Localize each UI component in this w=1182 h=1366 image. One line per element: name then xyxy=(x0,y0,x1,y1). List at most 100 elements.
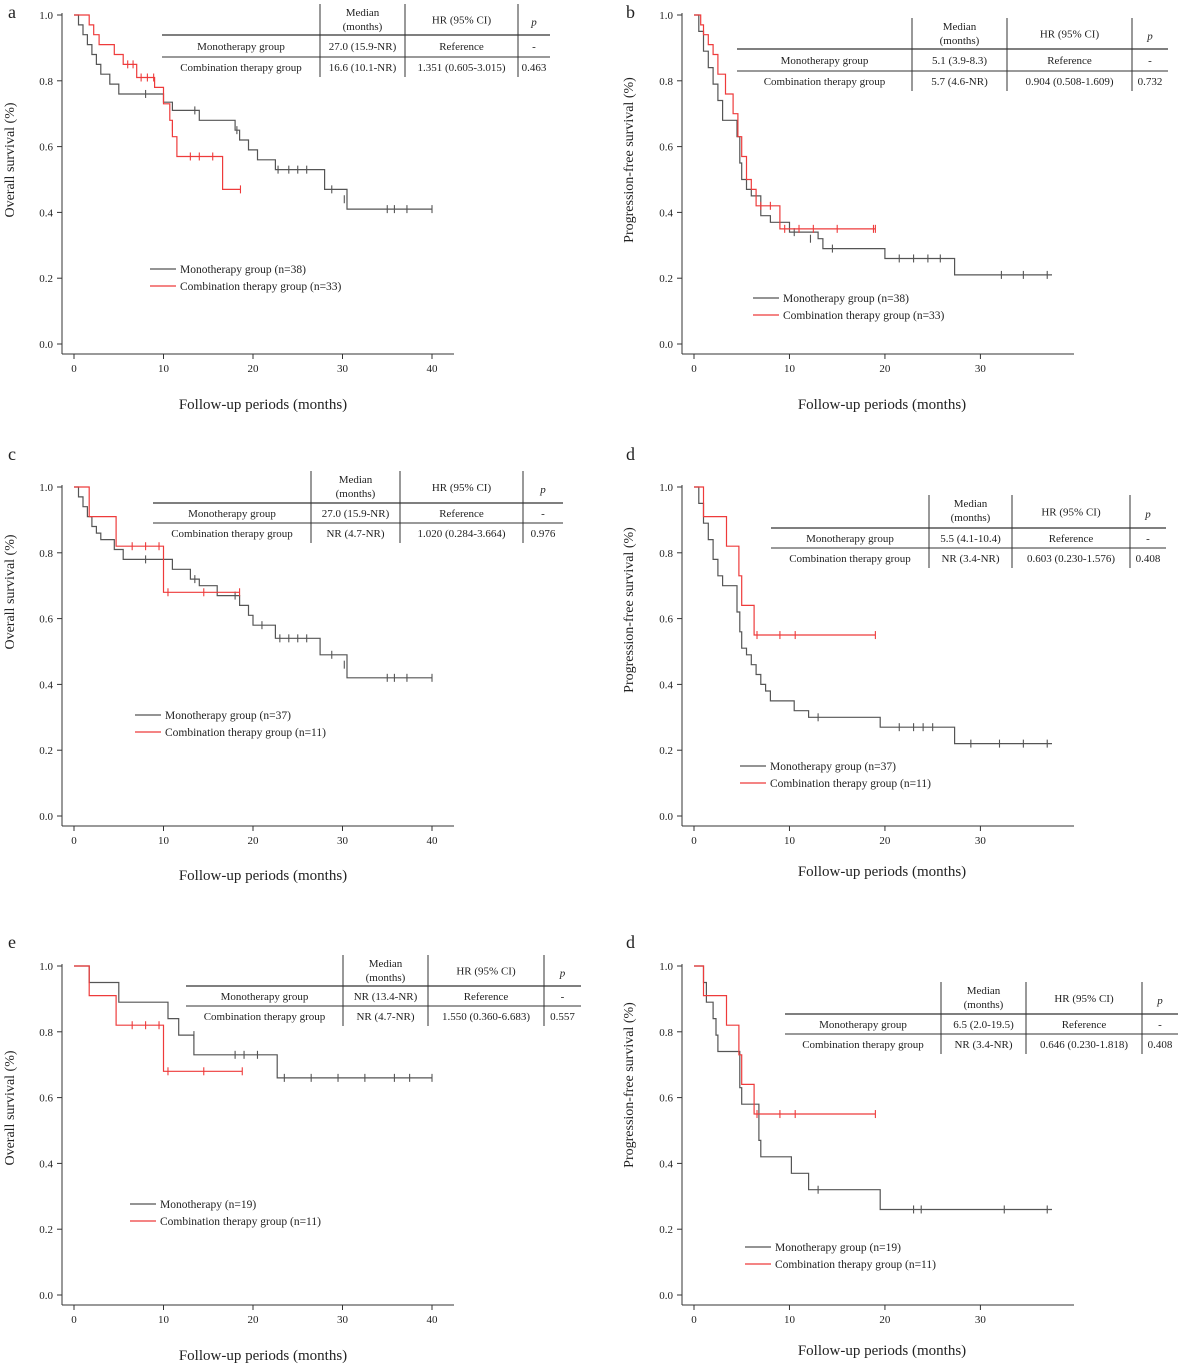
x-tick-label: 0 xyxy=(691,835,697,847)
table-cell: 0.463 xyxy=(522,62,547,74)
x-tick-label: 10 xyxy=(158,835,170,847)
panel-label: a xyxy=(8,2,16,22)
legend-label: Monotherapy group (n=37) xyxy=(770,761,896,773)
legend-label: Combination therapy group (n=11) xyxy=(775,1259,936,1271)
x-tick-label: 40 xyxy=(427,1314,439,1326)
y-tick-label: 0.0 xyxy=(659,1290,673,1302)
x-tick-label: 20 xyxy=(879,363,891,375)
panel-1: b 0.0 0.2 0.4 0.6 0.8 1.0 0 10 20 30 Follow-up peri… xyxy=(622,2,1168,413)
table-header-hr: HR (95% CI) xyxy=(432,15,492,27)
x-axis-label: Follow-up periods (months) xyxy=(179,1348,347,1364)
table-cell: Reference xyxy=(1062,1019,1107,1031)
km-curve-monotherapy xyxy=(74,14,432,210)
table-header-median: Median xyxy=(346,7,380,19)
x-tick-label: 20 xyxy=(248,835,260,847)
y-tick-label: 0.8 xyxy=(39,548,53,560)
panel-label: c xyxy=(8,444,16,464)
y-tick-label: 0.8 xyxy=(39,1027,53,1039)
table-cell: Combination therapy group xyxy=(204,1011,326,1023)
table-cell: Reference xyxy=(439,508,484,520)
panel-0: a 0.0 0.2 0.4 0.6 0.8 1.0 0 10 20 30 40 Follow-up pe… xyxy=(3,2,550,413)
table-cell: - xyxy=(561,991,565,1003)
y-tick-label: 0.0 xyxy=(659,811,673,823)
table-cell: Combination therapy group xyxy=(789,553,911,565)
y-axis-label: Progression-free survival (%) xyxy=(622,527,637,693)
stats-table: Median (months) HR (95% CI) p Monotherapy gr… xyxy=(153,471,563,543)
table-cell: NR (3.4-NR) xyxy=(954,1039,1012,1051)
table-header-median: Median xyxy=(339,474,373,486)
y-tick-label: 0.8 xyxy=(659,76,673,88)
x-tick-label: 40 xyxy=(427,835,439,847)
table-cell: 0.904 (0.508-1.609) xyxy=(1026,76,1114,88)
legend-label: Monotherapy group (n=19) xyxy=(775,1242,901,1254)
table-header-hr: HR (95% CI) xyxy=(1054,993,1114,1005)
km-curve-monotherapy xyxy=(74,965,432,1079)
table-cell: 1.020 (0.284-3.664) xyxy=(418,528,506,540)
table-cell: 27.0 (15.9-NR) xyxy=(322,508,390,520)
table-header-median: Median xyxy=(967,985,1001,997)
table-cell: 27.0 (15.9-NR) xyxy=(329,41,397,53)
table-cell: 16.6 (10.1-NR) xyxy=(329,62,397,74)
panel-label: b xyxy=(626,2,635,22)
table-cell: 0.976 xyxy=(531,528,556,540)
y-tick-label: 1.0 xyxy=(659,10,673,22)
panel-label: e xyxy=(8,932,16,952)
y-tick-label: 1.0 xyxy=(659,961,673,973)
x-tick-label: 40 xyxy=(427,363,439,375)
table-cell: 0.732 xyxy=(1138,76,1163,88)
y-tick-label: 0.4 xyxy=(659,1158,673,1170)
table-cell: NR (4.7-NR) xyxy=(356,1011,414,1023)
km-curve-monotherapy xyxy=(694,14,1052,276)
x-tick-label: 10 xyxy=(158,1314,170,1326)
table-header-p: p xyxy=(539,484,546,496)
y-tick-label: 0.8 xyxy=(659,1027,673,1039)
table-header-median: Median xyxy=(943,21,977,33)
table-cell: 0.603 (0.230-1.576) xyxy=(1027,553,1115,565)
legend-label: Monotherapy group (n=38) xyxy=(783,293,909,305)
table-cell: - xyxy=(1146,533,1150,545)
table-header-p: p xyxy=(1156,995,1163,1007)
km-curve-combination xyxy=(694,965,876,1115)
stats-table: Median (months) HR (95% CI) p Monotherapy gr… xyxy=(737,18,1168,91)
table-header-hr: HR (95% CI) xyxy=(456,966,516,978)
table-header-median-unit: (months) xyxy=(336,488,376,500)
stats-table: Median (months) HR (95% CI) p Monotherapy gr… xyxy=(162,4,550,77)
legend-label: Combination therapy group (n=33) xyxy=(783,310,945,322)
y-tick-label: 0.2 xyxy=(39,745,53,757)
x-tick-label: 0 xyxy=(691,1314,697,1326)
table-header-median-unit: (months) xyxy=(951,512,991,524)
y-tick-label: 0.6 xyxy=(659,142,673,154)
y-tick-label: 0.6 xyxy=(39,1093,53,1105)
x-tick-label: 10 xyxy=(158,363,170,375)
table-cell: 0.557 xyxy=(550,1011,575,1023)
km-curve-monotherapy xyxy=(694,486,1052,745)
table-cell: NR (4.7-NR) xyxy=(326,528,384,540)
x-tick-label: 30 xyxy=(975,1314,987,1326)
y-tick-label: 1.0 xyxy=(39,482,53,494)
y-axis-label: Overall survival (%) xyxy=(3,102,18,217)
panel-4: e 0.0 0.2 0.4 0.6 0.8 1.0 0 10 20 30 40 Follow-up pe… xyxy=(3,932,581,1364)
x-tick-label: 10 xyxy=(784,1314,796,1326)
x-tick-label: 0 xyxy=(71,363,77,375)
y-tick-label: 0.4 xyxy=(39,207,53,219)
table-cell: 5.7 (4.6-NR) xyxy=(931,76,988,88)
table-header-median-unit: (months) xyxy=(343,21,383,33)
y-tick-label: 0.2 xyxy=(659,273,673,285)
table-header-median: Median xyxy=(369,958,403,970)
y-tick-label: 0.0 xyxy=(39,339,53,351)
x-tick-label: 20 xyxy=(248,363,260,375)
table-cell: Monotherapy group xyxy=(197,41,285,53)
table-cell: Combination therapy group xyxy=(802,1039,924,1051)
km-curve-combination xyxy=(694,14,876,230)
x-axis-label: Follow-up periods (months) xyxy=(798,397,966,413)
x-tick-label: 20 xyxy=(248,1314,260,1326)
table-cell: - xyxy=(1148,55,1152,67)
legend-label: Combination therapy group (n=11) xyxy=(165,727,326,739)
x-axis-label: Follow-up periods (months) xyxy=(179,868,347,884)
table-cell: Reference xyxy=(1047,55,1092,67)
x-tick-label: 0 xyxy=(691,363,697,375)
legend-label: Monotherapy group (n=37) xyxy=(165,710,291,722)
legend-label: Combination therapy group (n=11) xyxy=(770,778,931,790)
x-axis-label: Follow-up periods (months) xyxy=(179,397,347,413)
